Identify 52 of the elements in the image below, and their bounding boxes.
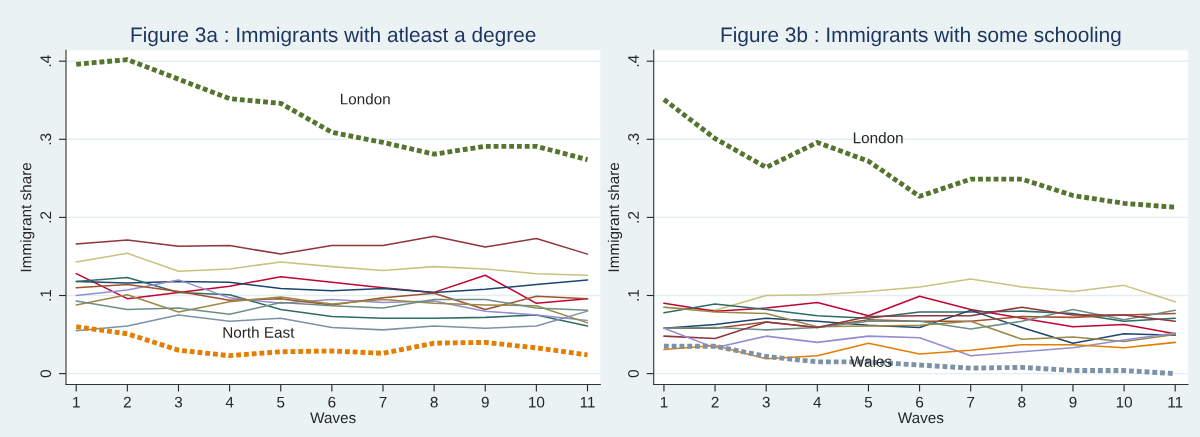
line-series — [73, 57, 590, 163]
chart-title: Figure 3a : Immigrants with atleast a degree — [131, 26, 536, 47]
y-axis-title: Immigrant share — [20, 162, 35, 272]
y-tick-label: 0 — [628, 369, 639, 378]
x-tick-label: 3 — [762, 396, 770, 408]
line-series — [663, 327, 1176, 357]
x-tick-label: 4 — [225, 396, 234, 408]
x-tick-label: 8 — [1018, 396, 1026, 408]
x-axis-title: Waves — [310, 412, 356, 424]
y-tick-label: .3 — [628, 133, 639, 145]
x-tick-label: 7 — [967, 396, 975, 408]
y-tick-label: .3 — [40, 133, 52, 145]
x-tick-label: 10 — [529, 396, 545, 408]
annotation: North East — [223, 326, 295, 338]
y-tick-label: 0 — [40, 369, 52, 378]
x-tick-label: 8 — [430, 396, 438, 408]
x-tick-label: 6 — [916, 396, 924, 408]
y-tick-label: .1 — [40, 289, 52, 301]
y-axis-title: Immigrant share — [607, 162, 623, 272]
x-tick-label: 11 — [580, 396, 595, 408]
x-tick-label: 6 — [328, 396, 336, 408]
x-tick-label: 10 — [1116, 396, 1132, 408]
line-series — [75, 283, 589, 311]
y-tick-label: .2 — [40, 211, 52, 223]
y-tick-label: .2 — [628, 211, 639, 223]
line-series — [75, 272, 589, 305]
x-tick-label: 5 — [864, 396, 873, 408]
line-series — [75, 293, 589, 324]
x-tick-label: 9 — [481, 396, 489, 408]
line-series — [75, 298, 589, 316]
x-tick-label: 1 — [73, 396, 80, 408]
x-tick-label: 11 — [1168, 396, 1183, 408]
x-tick-label: 5 — [277, 396, 285, 408]
line-series — [75, 252, 589, 276]
x-tick-label: 7 — [379, 396, 387, 408]
x-tick-label: 2 — [711, 396, 719, 408]
y-tick-label: .4 — [628, 55, 639, 67]
chart-title: Figure 3b : Immigrants with some schooling — [721, 26, 1121, 47]
line-series — [75, 235, 589, 255]
line-series — [663, 303, 1176, 323]
x-tick-label: 9 — [1069, 396, 1077, 408]
annotation: London — [340, 93, 390, 105]
x-tick-label: 1 — [660, 396, 668, 408]
x-tick-label: 3 — [174, 396, 183, 408]
x-tick-label: 2 — [123, 396, 131, 408]
x-tick-label: 4 — [813, 396, 822, 408]
annotation: Wales — [850, 355, 892, 367]
y-tick-label: .4 — [40, 55, 52, 67]
y-tick-label: .1 — [628, 289, 639, 301]
annotation: London — [853, 132, 903, 144]
x-axis-title: Waves — [897, 412, 944, 424]
line-series — [73, 324, 590, 359]
